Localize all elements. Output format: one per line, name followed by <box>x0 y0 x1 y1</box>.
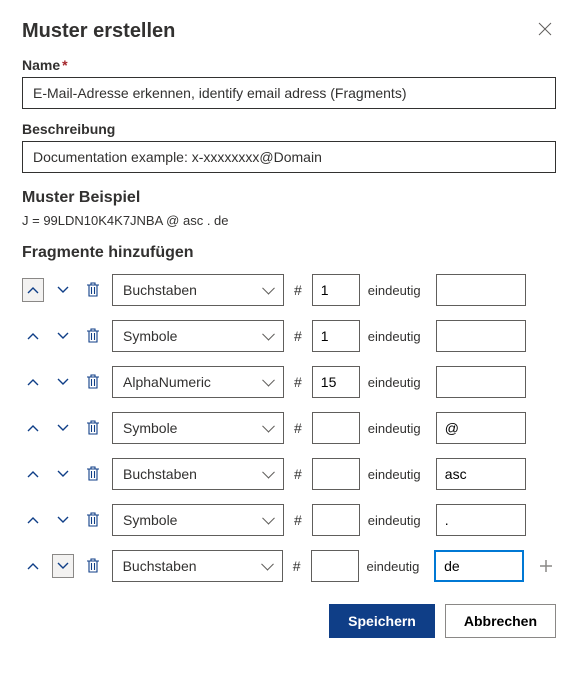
move-down-button[interactable] <box>52 370 74 394</box>
fragment-type-select[interactable]: Symbole <box>112 504 284 536</box>
move-up-button[interactable] <box>22 416 44 440</box>
move-down-button[interactable] <box>52 416 74 440</box>
eindeutig-label: eindeutig <box>368 375 428 390</box>
save-button[interactable]: Speichern <box>329 604 435 638</box>
fragment-type-value: Symbole <box>123 420 177 436</box>
hash-label: # <box>294 466 302 482</box>
fragment-type-value: Buchstaben <box>123 282 197 298</box>
fragment-type-select[interactable]: Symbole <box>112 320 284 352</box>
fragment-value-input[interactable] <box>436 412 526 444</box>
fragment-value-input[interactable] <box>436 458 526 490</box>
fragment-type-value: AlphaNumeric <box>123 374 211 390</box>
fragment-row: Symbole # eindeutig <box>22 504 556 536</box>
move-up-button[interactable] <box>22 324 44 348</box>
move-down-button[interactable] <box>52 462 74 486</box>
fragment-type-select[interactable]: AlphaNumeric <box>112 366 284 398</box>
move-down-button[interactable] <box>52 508 74 532</box>
fragment-value-input[interactable] <box>436 366 526 398</box>
fragment-count-input[interactable] <box>312 412 360 444</box>
fragment-count-input[interactable] <box>312 274 360 306</box>
hash-label: # <box>294 282 302 298</box>
fragment-row: Buchstaben # eindeutig <box>22 458 556 490</box>
required-asterisk: * <box>62 57 67 73</box>
fragment-row: Buchstaben # eindeutig <box>22 550 556 582</box>
fragment-row: AlphaNumeric # eindeutig <box>22 366 556 398</box>
fragment-count-input[interactable] <box>312 320 360 352</box>
eindeutig-label: eindeutig <box>368 329 428 344</box>
move-down-button[interactable] <box>52 324 74 348</box>
cancel-button[interactable]: Abbrechen <box>445 604 556 638</box>
fragment-value-input[interactable] <box>434 550 524 582</box>
fragment-type-value: Symbole <box>123 512 177 528</box>
move-down-button[interactable] <box>52 554 74 578</box>
eindeutig-label: eindeutig <box>368 513 428 528</box>
delete-button[interactable] <box>82 416 104 440</box>
delete-button[interactable] <box>82 462 104 486</box>
fragment-row: Buchstaben # eindeutig <box>22 274 556 306</box>
example-title: Muster Beispiel <box>22 189 556 207</box>
fragment-value-input[interactable] <box>436 320 526 352</box>
fragment-value-input[interactable] <box>436 504 526 536</box>
name-label-text: Name <box>22 57 60 73</box>
hash-label: # <box>293 558 301 574</box>
move-up-button[interactable] <box>22 462 44 486</box>
fragment-value-input[interactable] <box>436 274 526 306</box>
hash-label: # <box>294 420 302 436</box>
fragment-count-input[interactable] <box>312 504 360 536</box>
move-down-button[interactable] <box>52 278 74 302</box>
fragments-title: Fragmente hinzufügen <box>22 244 556 262</box>
delete-button[interactable] <box>82 508 104 532</box>
fragment-type-value: Buchstaben <box>123 466 197 482</box>
close-button[interactable] <box>534 20 556 38</box>
eindeutig-label: eindeutig <box>367 559 427 574</box>
description-input[interactable] <box>22 141 556 173</box>
fragment-type-select[interactable]: Buchstaben <box>112 550 283 582</box>
move-up-button[interactable] <box>22 370 44 394</box>
fragment-type-select[interactable]: Buchstaben <box>112 458 284 490</box>
eindeutig-label: eindeutig <box>368 421 428 436</box>
name-label: Name* <box>22 57 556 73</box>
eindeutig-label: eindeutig <box>368 467 428 482</box>
fragment-type-select[interactable]: Symbole <box>112 412 284 444</box>
add-fragment-button[interactable] <box>536 556 556 576</box>
fragment-type-select[interactable]: Buchstaben <box>112 274 284 306</box>
fragment-type-value: Symbole <box>123 328 177 344</box>
eindeutig-label: eindeutig <box>368 283 428 298</box>
delete-button[interactable] <box>82 370 104 394</box>
fragment-row: Symbole # eindeutig <box>22 412 556 444</box>
delete-button[interactable] <box>82 554 104 578</box>
fragment-count-input[interactable] <box>312 458 360 490</box>
move-up-button[interactable] <box>22 508 44 532</box>
hash-label: # <box>294 512 302 528</box>
description-label: Beschreibung <box>22 121 556 137</box>
fragment-type-value: Buchstaben <box>123 558 197 574</box>
example-text: J = 99LDN10K4K7JNBA @ asc . de <box>22 213 556 228</box>
fragment-count-input[interactable] <box>312 366 360 398</box>
move-up-button[interactable] <box>22 554 44 578</box>
hash-label: # <box>294 328 302 344</box>
fragment-row: Symbole # eindeutig <box>22 320 556 352</box>
delete-button[interactable] <box>82 324 104 348</box>
name-input[interactable] <box>22 77 556 109</box>
move-up-button[interactable] <box>22 278 44 302</box>
hash-label: # <box>294 374 302 390</box>
delete-button[interactable] <box>82 278 104 302</box>
dialog-title: Muster erstellen <box>22 20 175 43</box>
fragment-count-input[interactable] <box>311 550 359 582</box>
